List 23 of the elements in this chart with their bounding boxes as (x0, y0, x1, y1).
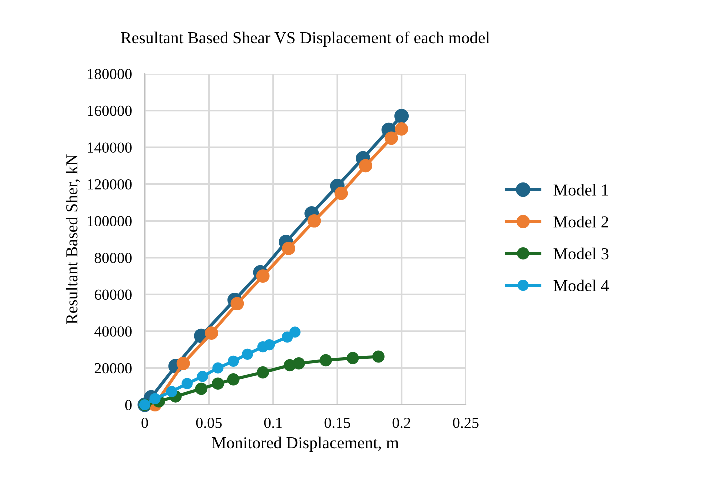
legend-label: Model 1 (554, 184, 608, 196)
x-tick-label: 0.15 (324, 418, 350, 428)
y-tick-label: 60000 (94, 290, 132, 300)
chart-title: Resultant Based Shear VS Displacement of each model (121, 32, 490, 47)
y-tick-label: 180000 (88, 69, 132, 80)
y-tick-label: 120000 (88, 179, 132, 190)
y-tick-label: 20000 (94, 363, 132, 374)
y-tick-label: 40000 (94, 326, 132, 337)
x-axis-title: Monitored Displacement, m (212, 436, 399, 452)
legend-label: Model 3 (554, 248, 609, 260)
legend-label: Model 4 (554, 280, 610, 292)
x-tick-label: 0.05 (196, 418, 222, 428)
y-tick-label: 140000 (88, 142, 132, 154)
x-tick-label: 0.2 (392, 418, 411, 428)
x-tick-label: 0 (142, 418, 148, 428)
y-tick-label: 160000 (88, 106, 132, 116)
legend-label: Model 2 (554, 216, 608, 228)
y-axis-title: Resultant Based Sher, kN (66, 154, 80, 324)
x-tick-label: 0.1 (264, 418, 282, 428)
y-tick-label: 80000 (94, 253, 132, 264)
x-tick-label: 0.25 (453, 418, 479, 428)
y-tick-label: 0 (125, 400, 132, 410)
y-tick-label: 100000 (88, 216, 132, 227)
